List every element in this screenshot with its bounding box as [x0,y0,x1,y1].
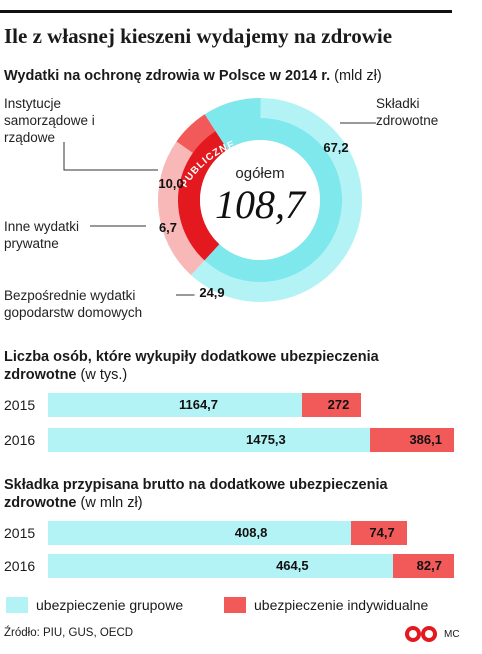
donut-chart: PUBLICZNE PRYWATNE ogółem 108,7 67,2 10,… [63,98,376,325]
bar-section-1-title: Liczba osób, które wykupiły dodatkowe ub… [4,348,444,384]
bar-segment-individual [369,428,454,452]
donut-subtitle: Wydatki na ochronę zdrowia w Polsce w 20… [4,68,382,84]
publisher-logo [405,626,437,642]
value-label-inne: 6,7 [159,220,177,235]
bar-value-individual: 386,1 [409,432,442,447]
donut-subtitle-unit: (mld zł) [334,68,382,84]
bar-segment-group [48,393,303,417]
label-samorzadowe: Instytucje samorządowe i rządowe [4,96,95,145]
value-label-samorzadowe: 10,0 [158,176,183,191]
value-label-skladki: 67,2 [323,140,348,155]
bar-year-label: 2015 [4,397,36,413]
value-label-bezposrednie: 24,9 [199,285,224,300]
bar-value-group: 408,8 [234,525,268,540]
legend-swatch-group [6,597,28,613]
bar-segment-group [48,521,352,545]
bar-year-label: 2016 [4,558,36,574]
source-note: Źródło: PIU, GUS, OECD [4,627,134,639]
bar-section-1-unit: (w tys.) [80,367,128,383]
ring-public-1 [204,118,342,282]
bar-value-group: 1164,7 [178,397,219,412]
bar-value-group: 464,5 [276,558,309,573]
bar-value-group: 1475,3 [246,432,286,447]
author-credit: MC [444,629,460,640]
bar-section-2-title-bold: Składka przypisana brutto na dodatkowe u… [4,477,388,511]
top-rule [0,10,452,13]
label-inne: Inne wydatki prywatne [4,219,80,251]
donut-center-label: ogółem [235,165,284,182]
donut-hole [200,140,320,260]
ring-public-2 [215,118,260,150]
legend-swatch-individual [224,597,246,613]
bar-value-individual: 272 [327,397,350,412]
bar-year-label: 2015 [4,525,36,541]
legend-label-individual: ubezpieczenie indywidualne [254,597,429,613]
bar-segment-individual [392,554,454,578]
bar-segment-individual [302,393,362,417]
page-title: Ile z własnej kieszeni wydajemy na zdrow… [4,24,393,48]
bar-section-2-title: Składka przypisana brutto na dodatkowe u… [4,476,444,512]
donut-subtitle-bold: Wydatki na ochronę zdrowia w Polsce w 20… [4,68,331,84]
legend-label-group: ubezpieczenie grupowe [36,597,184,613]
bar-value-individual: 74,7 [369,525,395,540]
donut-center-value: 108,7 [215,182,307,227]
label-skladki: Składki zdrowotne [376,96,439,128]
bar-year-label: 2016 [4,432,36,448]
bar-section-2-unit: (w mln zł) [80,495,143,511]
bar-segment-individual [351,521,407,545]
bar-segment-group [48,428,370,452]
ring-private [178,131,228,261]
label-bezposrednie: Bezpośrednie wydatki gopodarstw domowych [4,288,143,320]
bar-section-1-title-bold: Liczba osób, które wykupiły dodatkowe ub… [4,349,379,383]
bar-value-individual: 82,7 [416,558,442,573]
leader-samorzadowe [63,142,158,171]
bar-segment-group [48,554,393,578]
